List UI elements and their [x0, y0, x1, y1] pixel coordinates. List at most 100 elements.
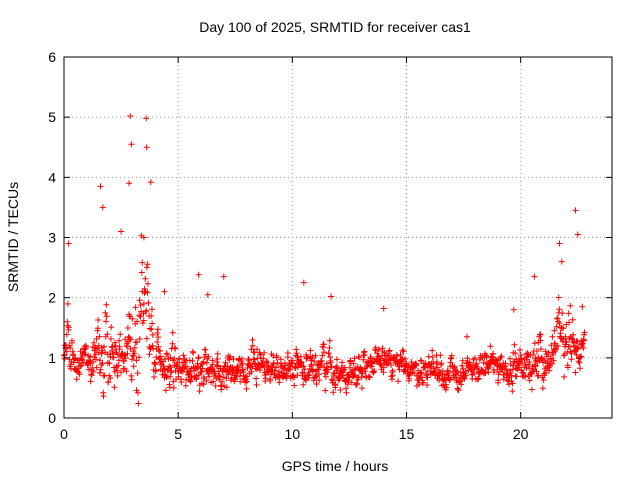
data-point — [359, 368, 366, 375]
data-point — [144, 289, 151, 296]
data-point — [122, 355, 129, 362]
y-tick-label: 2 — [48, 290, 56, 306]
data-point — [198, 369, 205, 375]
data-point — [108, 324, 115, 331]
data-point — [64, 322, 71, 329]
data-point — [491, 369, 498, 376]
data-point — [149, 342, 156, 349]
data-point — [239, 360, 246, 367]
data-point — [568, 356, 575, 363]
data-point — [114, 367, 121, 374]
data-point — [337, 387, 344, 393]
y-tick-label: 4 — [48, 169, 56, 185]
data-point — [94, 325, 101, 332]
data-point — [114, 372, 121, 379]
data-point — [537, 346, 544, 352]
data-point — [64, 300, 71, 307]
data-point — [253, 381, 260, 388]
data-point — [417, 370, 424, 377]
data-point — [334, 356, 340, 363]
data-point — [105, 379, 112, 385]
data-point — [580, 345, 587, 352]
data-point — [371, 368, 378, 374]
data-point — [195, 372, 202, 379]
data-point — [284, 372, 291, 379]
x-tick-labels: 0 5 10 15 20 — [60, 426, 529, 442]
y-tick-label: 6 — [48, 49, 56, 65]
data-point — [535, 354, 542, 361]
data-point — [572, 369, 579, 376]
data-point — [140, 234, 147, 241]
y-axis-label: SRMTID / TECUs — [5, 182, 21, 292]
data-point — [528, 370, 535, 377]
data-point — [341, 364, 348, 371]
data-point — [300, 363, 307, 370]
data-point — [103, 301, 110, 308]
data-point — [351, 355, 358, 362]
data-point — [264, 359, 271, 366]
data-point — [471, 370, 478, 377]
data-point — [154, 339, 161, 345]
data-point — [531, 273, 538, 280]
data-point — [356, 354, 363, 361]
data-point — [249, 342, 256, 349]
data-point — [485, 369, 492, 376]
data-point — [273, 352, 280, 359]
data-point — [502, 360, 509, 367]
data-point — [328, 376, 335, 383]
data-point — [526, 359, 533, 365]
data-point — [243, 378, 250, 385]
data-point — [152, 361, 159, 368]
data-point — [394, 353, 401, 360]
data-point — [92, 356, 99, 363]
data-point — [254, 346, 260, 353]
data-point — [312, 352, 319, 359]
data-point — [399, 347, 406, 354]
data-point — [487, 343, 494, 350]
data-point — [130, 363, 137, 370]
data-point — [509, 388, 516, 395]
data-point — [271, 367, 278, 374]
data-point — [443, 384, 450, 391]
data-point — [98, 350, 105, 357]
data-point — [475, 375, 482, 382]
data-point — [565, 364, 571, 371]
data-point — [136, 354, 142, 361]
data-point — [306, 372, 313, 378]
data-point — [86, 357, 93, 364]
data-point — [556, 240, 563, 247]
data-point — [141, 285, 148, 292]
data-point — [107, 375, 114, 382]
data-point — [566, 319, 572, 326]
data-point — [129, 356, 135, 363]
data-point — [318, 358, 325, 365]
data-point — [539, 385, 546, 392]
data-point — [550, 357, 557, 364]
data-point — [554, 315, 561, 322]
data-point — [300, 279, 307, 286]
data-point — [124, 325, 131, 331]
data-point — [182, 382, 189, 389]
data-point — [128, 372, 135, 379]
data-point — [137, 302, 144, 308]
data-point — [574, 231, 581, 238]
data-point — [146, 325, 153, 332]
data-point — [210, 378, 217, 385]
data-point — [124, 350, 131, 357]
data-point — [556, 306, 563, 313]
data-point — [133, 339, 140, 346]
data-point — [537, 331, 544, 338]
data-point — [569, 316, 576, 323]
data-point — [209, 361, 216, 368]
data-point — [196, 388, 203, 395]
data-point — [309, 354, 316, 360]
data-point — [453, 371, 460, 378]
data-point — [232, 376, 239, 383]
data-point — [226, 356, 233, 363]
data-point — [172, 345, 179, 352]
data-point — [187, 378, 194, 385]
data-point — [224, 363, 231, 369]
data-point — [508, 372, 515, 379]
data-point — [381, 349, 388, 356]
data-point — [257, 355, 264, 362]
